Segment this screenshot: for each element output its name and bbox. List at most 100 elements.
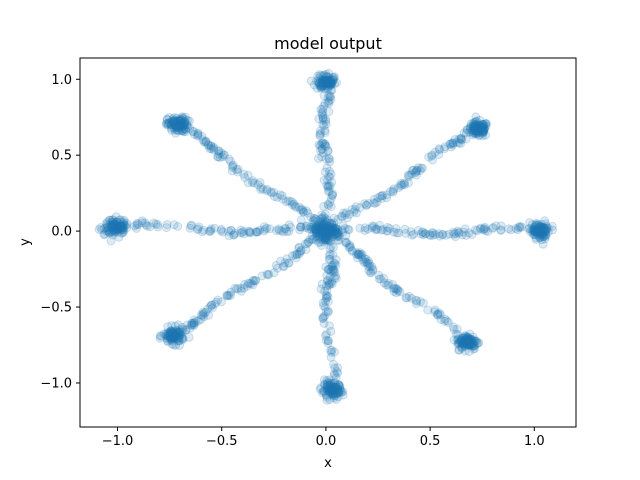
data-point bbox=[412, 166, 422, 176]
data-point bbox=[317, 220, 327, 230]
data-point bbox=[439, 144, 449, 154]
data-point bbox=[542, 223, 552, 233]
data-point bbox=[266, 187, 276, 197]
data-points bbox=[94, 68, 558, 405]
data-point bbox=[168, 328, 178, 338]
data-point bbox=[332, 383, 342, 393]
data-point bbox=[425, 230, 434, 240]
data-point bbox=[321, 230, 331, 240]
data-point bbox=[418, 230, 428, 240]
data-point bbox=[325, 226, 335, 236]
data-point bbox=[119, 215, 129, 225]
data-point bbox=[342, 238, 352, 248]
data-point bbox=[457, 343, 467, 353]
plot-frame bbox=[79, 57, 577, 428]
data-point bbox=[418, 298, 428, 308]
data-point bbox=[357, 250, 367, 260]
data-point bbox=[185, 116, 194, 126]
data-point bbox=[211, 297, 221, 307]
data-point bbox=[321, 296, 330, 306]
data-point bbox=[281, 197, 291, 207]
data-point bbox=[316, 224, 326, 234]
data-point bbox=[540, 234, 550, 244]
data-point bbox=[168, 118, 178, 128]
data-point bbox=[328, 264, 338, 274]
data-point bbox=[175, 116, 185, 126]
data-point bbox=[324, 154, 334, 164]
data-point bbox=[141, 220, 151, 230]
data-point bbox=[173, 122, 183, 132]
data-point bbox=[310, 224, 320, 234]
data-point bbox=[458, 338, 468, 348]
data-point bbox=[323, 336, 333, 346]
data-point bbox=[178, 327, 187, 337]
data-point bbox=[329, 226, 339, 236]
data-point bbox=[470, 122, 480, 132]
data-point bbox=[173, 328, 183, 338]
data-point bbox=[170, 331, 180, 340]
data-point bbox=[165, 328, 175, 338]
data-point bbox=[335, 384, 345, 394]
data-point bbox=[451, 329, 461, 339]
data-point bbox=[413, 163, 423, 173]
data-point bbox=[338, 221, 348, 231]
data-point bbox=[536, 222, 546, 232]
data-point bbox=[249, 178, 259, 188]
data-point bbox=[465, 123, 475, 133]
data-point bbox=[324, 254, 334, 264]
data-point bbox=[320, 84, 330, 94]
data-point bbox=[538, 223, 548, 233]
data-point bbox=[533, 226, 543, 236]
data-point bbox=[118, 223, 128, 233]
data-point bbox=[536, 219, 546, 229]
data-point bbox=[108, 220, 118, 230]
data-point bbox=[197, 227, 207, 237]
data-point bbox=[321, 281, 331, 291]
data-point bbox=[316, 128, 326, 138]
data-point bbox=[320, 234, 330, 244]
data-point bbox=[318, 75, 328, 85]
data-point bbox=[456, 139, 466, 149]
data-point bbox=[179, 117, 189, 127]
data-point bbox=[137, 216, 147, 226]
data-point bbox=[335, 381, 345, 391]
data-point bbox=[333, 392, 343, 402]
data-point bbox=[173, 334, 183, 344]
data-point bbox=[473, 120, 483, 130]
data-point bbox=[477, 126, 487, 136]
data-point bbox=[330, 378, 339, 388]
data-point bbox=[314, 154, 323, 163]
data-point bbox=[361, 254, 371, 264]
data-point bbox=[461, 335, 470, 345]
data-point bbox=[171, 121, 181, 131]
data-point bbox=[326, 383, 336, 393]
data-point bbox=[320, 226, 330, 236]
data-point bbox=[151, 219, 161, 229]
data-point bbox=[322, 224, 332, 234]
data-point bbox=[326, 230, 336, 240]
data-point bbox=[407, 165, 417, 175]
data-point bbox=[332, 384, 342, 394]
data-point bbox=[166, 120, 176, 130]
data-point bbox=[466, 119, 476, 129]
data-point bbox=[468, 341, 478, 351]
data-point bbox=[385, 224, 395, 233]
data-point bbox=[170, 120, 180, 130]
data-point bbox=[317, 78, 327, 88]
data-point bbox=[541, 226, 551, 236]
data-point bbox=[428, 155, 437, 165]
data-point bbox=[172, 116, 182, 126]
data-point bbox=[331, 226, 341, 236]
data-point bbox=[319, 301, 329, 311]
data-point bbox=[162, 333, 172, 343]
data-point bbox=[216, 224, 226, 234]
data-point bbox=[192, 225, 202, 235]
data-point bbox=[119, 220, 128, 230]
data-point bbox=[325, 76, 335, 85]
data-point bbox=[180, 117, 190, 127]
data-point bbox=[110, 226, 120, 236]
data-point bbox=[318, 138, 328, 148]
data-point bbox=[337, 211, 346, 221]
data-point bbox=[112, 221, 122, 231]
